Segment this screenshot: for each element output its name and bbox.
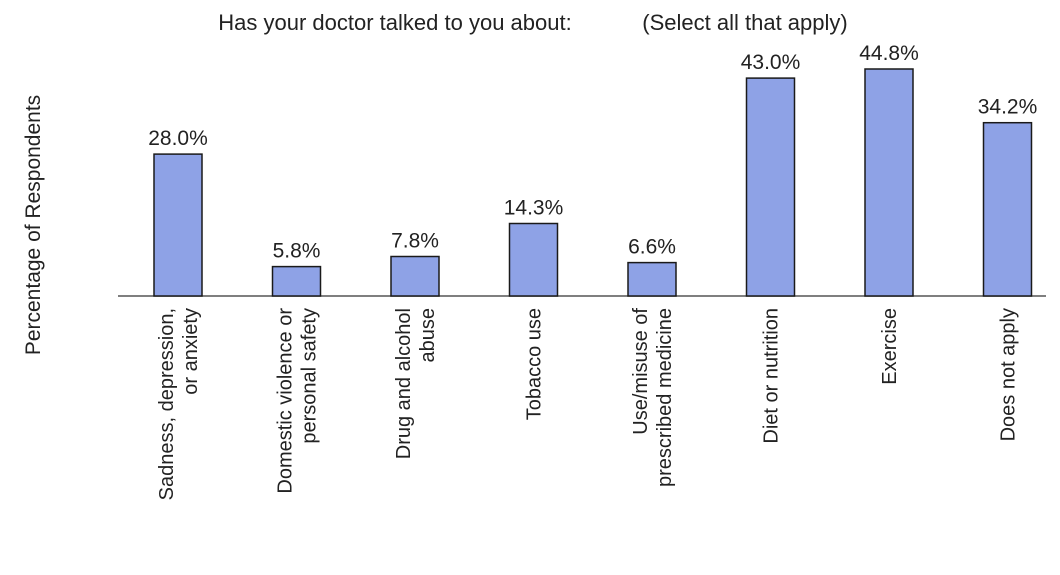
bar-value-label-5: 43.0% — [741, 51, 801, 74]
category-label-1: Domestic violence or personal safety — [275, 308, 321, 494]
bar-value-label-0: 28.0% — [148, 127, 208, 150]
category-label-line: Drug and alcohol — [393, 308, 415, 459]
bars-layer — [153, 68, 1033, 297]
bar-5 — [745, 77, 796, 297]
category-label-4: Use/misuse of prescribed medicine — [630, 308, 676, 487]
bar-3 — [508, 222, 559, 297]
bar-value-label-3: 14.3% — [504, 197, 564, 220]
bar-6 — [864, 68, 914, 297]
bar-1 — [271, 265, 322, 297]
value-labels-layer: 28.0% 5.8% 7.8% 14.3% 6.6% 43.0% 44.8% 34.2% — [148, 42, 1037, 263]
bar-value-label-4: 6.6% — [628, 236, 676, 259]
y-axis-label: Percentage of Respondents — [22, 95, 45, 355]
category-label-3: Tobacco use — [524, 308, 546, 420]
category-label-line: Sadness, depression, — [156, 308, 178, 500]
category-label-line: prescribed medicine — [654, 308, 676, 487]
category-label-line: abuse — [417, 308, 439, 363]
bar-value-label-2: 7.8% — [391, 230, 439, 253]
bar-0 — [153, 153, 203, 297]
bar-7 — [982, 121, 1033, 297]
category-label-6: Exercise — [879, 308, 901, 385]
bar-4 — [627, 261, 677, 297]
category-label-line: Exercise — [879, 308, 901, 385]
bar-2 — [390, 255, 440, 297]
category-label-7: Does not apply — [998, 308, 1020, 441]
chart-subtitle: (Select all that apply) — [642, 10, 847, 35]
category-label-0: Sadness, depression, or anxiety — [156, 308, 202, 500]
category-label-line: Tobacco use — [524, 308, 546, 420]
category-label-line: Diet or nutrition — [761, 308, 783, 444]
category-label-line: personal safety — [299, 308, 321, 444]
category-label-line: Domestic violence or — [275, 308, 297, 494]
category-label-line: Does not apply — [998, 308, 1020, 441]
category-labels-layer: Sadness, depression, or anxiety Domestic v… — [156, 308, 1020, 501]
category-label-2: Drug and alcohol abuse — [393, 308, 439, 459]
category-label-5: Diet or nutrition — [761, 308, 783, 444]
bar-value-label-1: 5.8% — [273, 240, 321, 263]
category-label-line: Use/misuse of — [630, 308, 652, 435]
category-label-line: or anxiety — [180, 308, 202, 395]
bar-value-label-6: 44.8% — [859, 42, 919, 65]
chart-title: Has your doctor talked to you about: — [218, 10, 571, 35]
bar-value-label-7: 34.2% — [978, 96, 1038, 119]
